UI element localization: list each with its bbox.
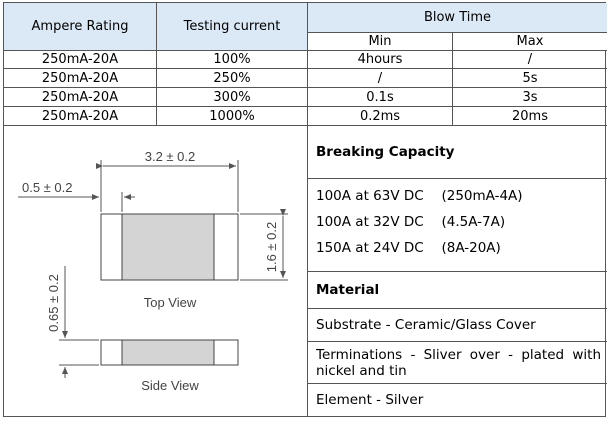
material-terminations: Terminations - Sliver over - plated with… — [308, 342, 607, 384]
spec-sheet: Ampere Rating Testing current Blow Time … — [3, 2, 607, 417]
table-row-4-min: 0.2ms — [308, 107, 453, 126]
material-substrate: Substrate - Ceramic/Glass Cover — [308, 309, 607, 342]
table-row-3-max: 3s — [453, 88, 607, 107]
table-row-2-min: / — [308, 69, 453, 88]
header-ampere-rating: Ampere Rating — [4, 3, 157, 51]
length-dim-label: 3.2 ± 0.2 — [145, 149, 196, 164]
side-view-label: Side View — [141, 378, 199, 393]
table-row-3-current: 300% — [157, 88, 308, 107]
chip-dimension-drawing: 3.2 ± 0.2 0.5 ± 0.2 1.6 ± 0.2 Top View 0… — [18, 149, 288, 393]
breaking-capacity-title: Breaking Capacity — [308, 126, 607, 179]
material-title: Material — [308, 272, 607, 309]
breaking-capacity-line-2: 100A at 32V DC (4.5A-7A) — [316, 214, 506, 230]
header-blow-time: Blow Time — [308, 3, 607, 33]
width-dim-label: 1.6 ± 0.2 — [264, 222, 279, 273]
height-dim-label: 0.65 ± 0.2 — [46, 274, 61, 332]
header-min: Min — [308, 33, 453, 51]
top-view-body — [121, 213, 215, 281]
header-testing-current: Testing current — [157, 3, 308, 51]
terminal-dim-label: 0.5 ± 0.2 — [22, 180, 73, 195]
breaking-capacity-line-1: 100A at 63V DC (250mA-4A) — [316, 188, 523, 204]
table-row-1-rating: 250mA-20A — [4, 51, 157, 69]
table-row-4-max: 20ms — [453, 107, 607, 126]
breaking-capacity-list: 100A at 63V DC (250mA-4A) 100A at 32V DC… — [308, 179, 607, 272]
table-row-1-current: 100% — [157, 51, 308, 69]
table-row-1-min: 4hours — [308, 51, 453, 69]
table-row-2-max: 5s — [453, 69, 607, 88]
side-view-body — [121, 339, 215, 366]
table-row-1-max: / — [453, 51, 607, 69]
dimension-drawing-panel: 3.2 ± 0.2 0.5 ± 0.2 1.6 ± 0.2 Top View 0… — [4, 126, 308, 416]
header-max: Max — [453, 33, 607, 51]
table-row-2-rating: 250mA-20A — [4, 69, 157, 88]
table-row-3-min: 0.1s — [308, 88, 453, 107]
table-row-3-rating: 250mA-20A — [4, 88, 157, 107]
table-row-4-current: 1000% — [157, 107, 308, 126]
table-row-4-rating: 250mA-20A — [4, 107, 157, 126]
top-view-label: Top View — [144, 295, 197, 310]
material-element: Element - Silver — [316, 392, 424, 408]
breaking-capacity-line-3: 150A at 24V DC (8A-20A) — [316, 240, 501, 256]
table-row-2-current: 250% — [157, 69, 308, 88]
